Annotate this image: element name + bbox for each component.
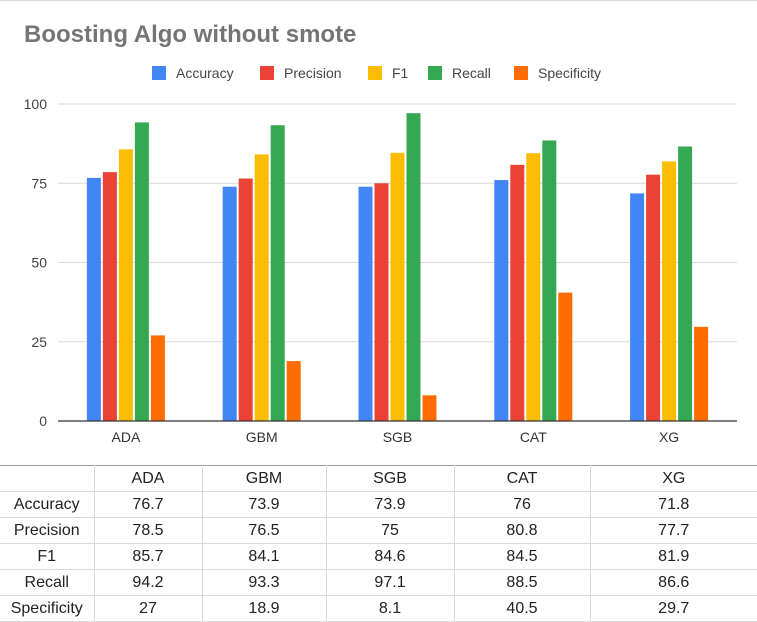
bar-precision-gbm xyxy=(238,178,253,421)
bar-f1-ada xyxy=(118,149,133,421)
table-row-label: Specificity xyxy=(0,595,95,622)
table-cell: 71.8 xyxy=(589,491,757,518)
bar-precision-sgb xyxy=(374,183,389,421)
table-cell: 86.6 xyxy=(589,569,757,596)
bar-accuracy-ada xyxy=(86,177,101,421)
bar-accuracy-xg xyxy=(630,193,645,421)
legend-swatch-f1 xyxy=(368,66,382,80)
table-cell: 84.6 xyxy=(325,543,455,570)
table-cell: 85.7 xyxy=(93,543,203,570)
bar-accuracy-gbm xyxy=(222,186,237,421)
y-tick-label: 75 xyxy=(31,175,47,191)
table-cell: 40.5 xyxy=(453,595,591,622)
table-row: F1 85.7 84.1 84.6 84.5 81.9 xyxy=(0,543,757,570)
bar-precision-xg xyxy=(646,174,661,421)
table-cell: 81.9 xyxy=(589,543,757,570)
bar-precision-cat xyxy=(510,164,525,421)
bar-accuracy-sgb xyxy=(358,186,373,421)
table-header-cell: XG xyxy=(589,465,757,492)
table-cell: 29.7 xyxy=(589,595,757,622)
chart-area: Boosting Algo without smote 0 25 50 75 100 AD… xyxy=(0,0,757,445)
bar-specificity-xg xyxy=(694,326,709,421)
legend-swatch-precision xyxy=(260,66,274,80)
legend-label: F1 xyxy=(392,65,409,81)
bar-specificity-gbm xyxy=(286,361,301,421)
legend-label: Accuracy xyxy=(176,65,234,81)
table-cell: 76 xyxy=(453,491,591,518)
legend-swatch-specificity xyxy=(514,66,528,80)
x-tick-label: XG xyxy=(659,429,679,445)
bar-specificity-ada xyxy=(150,335,165,421)
table-cell: 75 xyxy=(325,517,455,544)
y-tick-label: 50 xyxy=(31,255,47,271)
bar-recall-ada xyxy=(134,122,149,422)
table-header-row: ADA GBM SGB CAT XG xyxy=(0,465,757,492)
y-tick-label: 0 xyxy=(39,413,47,429)
y-tick-label: 25 xyxy=(31,334,47,350)
table-row: Specificity 27 18.9 8.1 40.5 29.7 xyxy=(0,595,757,622)
bar-f1-sgb xyxy=(390,152,405,421)
table-cell: 97.1 xyxy=(325,569,455,596)
y-tick-label: 100 xyxy=(24,96,48,112)
table-cell: 73.9 xyxy=(201,491,327,518)
table-row-label: F1 xyxy=(0,543,95,570)
table-cell: 80.8 xyxy=(453,517,591,544)
table-cell: 88.5 xyxy=(453,569,591,596)
table-row: Precision 78.5 76.5 75 80.8 77.7 xyxy=(0,517,757,544)
bar-f1-cat xyxy=(526,153,541,421)
bar-chart: 0 25 50 75 100 ADA GBM SGB CAT XG Accuracy Precisio… xyxy=(24,65,737,445)
table-cell: 76.7 xyxy=(93,491,203,518)
legend-label: Specificity xyxy=(538,65,601,81)
bar-recall-xg xyxy=(678,146,693,421)
chart-title: Boosting Algo without smote xyxy=(24,21,357,48)
table-row-label: Accuracy xyxy=(0,491,95,518)
x-tick-label: CAT xyxy=(520,429,547,445)
bar-accuracy-cat xyxy=(494,180,509,421)
data-table: ADA GBM SGB CAT XG Accuracy 76.7 73.9 73.9 76 71.8… xyxy=(0,465,757,622)
legend-swatch-recall xyxy=(428,66,442,80)
table-header-cell: CAT xyxy=(453,465,591,492)
table-header-cell: SGB xyxy=(325,465,455,492)
legend-label: Recall xyxy=(452,65,491,81)
table-cell: 93.3 xyxy=(201,569,327,596)
legend-label: Precision xyxy=(284,65,342,81)
bar-specificity-sgb xyxy=(422,395,437,421)
table-row-label: Precision xyxy=(0,517,95,544)
table-header-cell: GBM xyxy=(201,465,327,492)
x-tick-label: GBM xyxy=(246,429,278,445)
table-cell: 84.1 xyxy=(201,543,327,570)
bar-recall-cat xyxy=(542,140,557,421)
table-header-cell xyxy=(0,465,95,492)
bar-recall-sgb xyxy=(406,113,421,422)
bar-f1-xg xyxy=(662,161,677,421)
x-tick-label: ADA xyxy=(112,429,141,445)
table-cell: 8.1 xyxy=(325,595,455,622)
table-cell: 73.9 xyxy=(325,491,455,518)
table-row: Accuracy 76.7 73.9 73.9 76 71.8 xyxy=(0,491,757,518)
table-cell: 18.9 xyxy=(201,595,327,622)
bar-precision-ada xyxy=(102,172,117,421)
table-cell: 84.5 xyxy=(453,543,591,570)
x-tick-label: SGB xyxy=(383,429,413,445)
table-row: Recall 94.2 93.3 97.1 88.5 86.6 xyxy=(0,569,757,596)
bar-recall-gbm xyxy=(270,125,285,421)
table-row-label: Recall xyxy=(0,569,95,596)
table-cell: 76.5 xyxy=(201,517,327,544)
table-cell: 78.5 xyxy=(93,517,203,544)
bar-f1-gbm xyxy=(254,154,269,421)
bar-specificity-cat xyxy=(558,292,573,421)
table-header-cell: ADA xyxy=(93,465,203,492)
table-cell: 77.7 xyxy=(589,517,757,544)
legend-swatch-accuracy xyxy=(152,66,166,80)
table-cell: 27 xyxy=(93,595,203,622)
table-cell: 94.2 xyxy=(93,569,203,596)
